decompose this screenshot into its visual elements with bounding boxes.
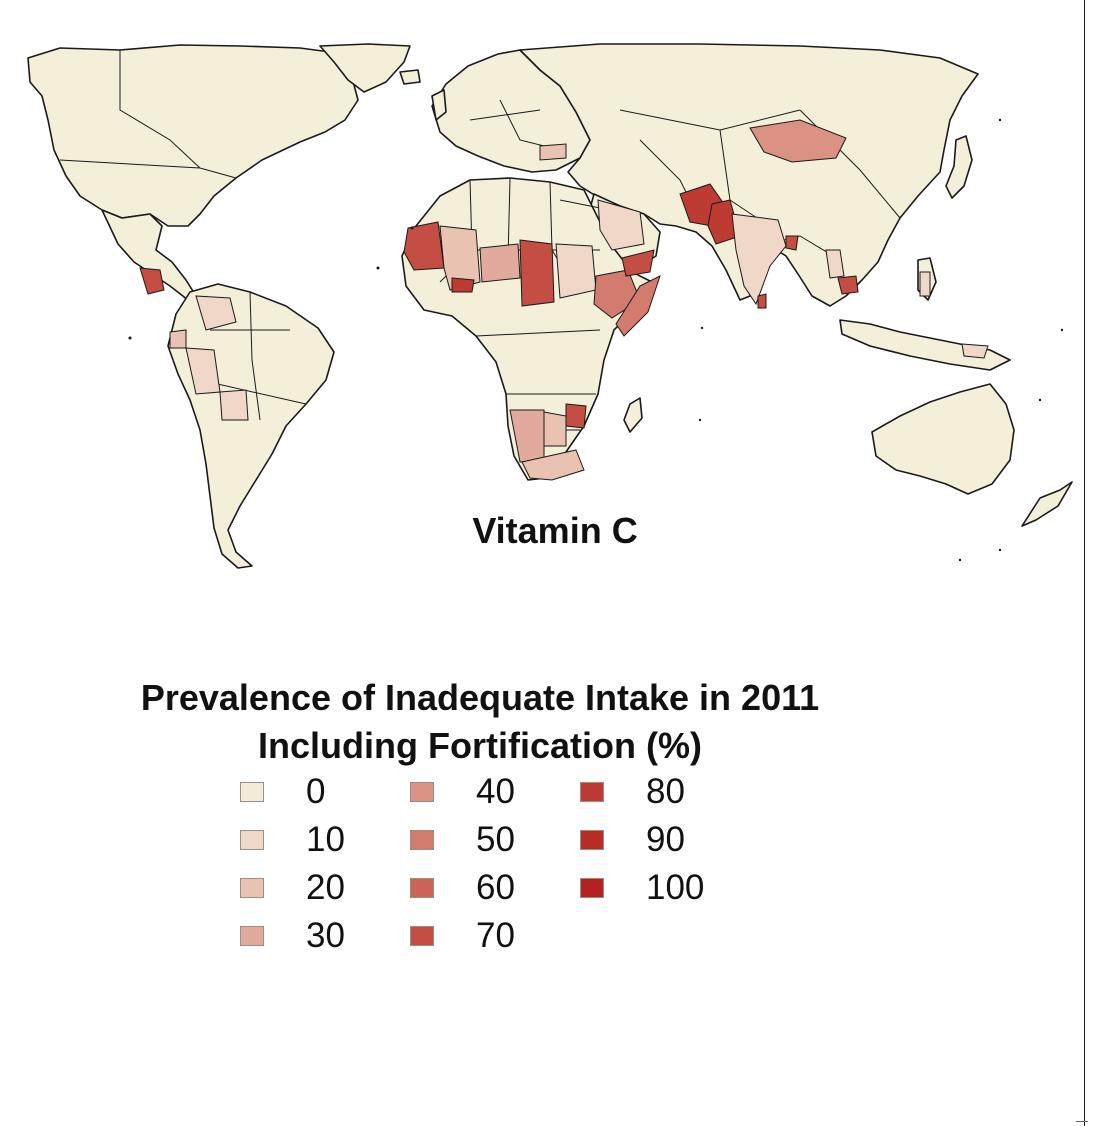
island-dots [128, 118, 1064, 562]
legend-label: 100 [646, 868, 705, 907]
region-india [731, 213, 787, 306]
land-base [27, 43, 1073, 569]
region-yemen [621, 249, 655, 277]
legend-swatch [580, 830, 604, 850]
region-niger [479, 243, 521, 283]
asia [519, 43, 979, 307]
legend-swatch [240, 926, 264, 946]
north-america [27, 44, 359, 227]
indonesia [839, 319, 1011, 371]
legend-swatch [580, 878, 604, 898]
region-south-africa [521, 449, 585, 481]
legend-swatch [410, 878, 434, 898]
region-colombia [195, 295, 237, 331]
region-burkina [451, 277, 475, 293]
legend-label: 20 [306, 868, 345, 907]
region-sri-lanka [757, 293, 767, 309]
region-chad [519, 239, 555, 307]
legend-label: 50 [476, 820, 515, 859]
iceland [399, 69, 421, 85]
shaded-regions [139, 119, 989, 481]
world-map [27, 43, 1073, 569]
region-botswana [543, 411, 567, 447]
legend-label: 90 [646, 820, 685, 859]
region-zimbabwe [565, 403, 587, 429]
legend-label: 30 [306, 916, 345, 955]
legend-swatch [410, 830, 434, 850]
legend-label: 70 [476, 916, 515, 955]
uk [431, 89, 447, 121]
frame-right-edge [1084, 0, 1085, 1126]
new-zealand [1021, 481, 1073, 527]
region-pakistan [707, 199, 741, 245]
legend-swatch [410, 782, 434, 802]
region-philippines-shade [919, 271, 931, 297]
legend-swatch [240, 878, 264, 898]
legend-label: 40 [476, 772, 515, 811]
region-somalia [615, 275, 661, 337]
region-ecuador [169, 329, 187, 349]
australia [871, 383, 1015, 495]
madagascar [623, 397, 643, 433]
region-cambodia [837, 275, 859, 295]
region-laos [825, 249, 845, 279]
region-saudi [597, 199, 645, 251]
frame-corner-tick [1076, 1121, 1088, 1122]
legend-label: 60 [476, 868, 515, 907]
legend-label: 10 [306, 820, 345, 859]
map-title: Vitamin C [472, 510, 638, 551]
region-mauritania [403, 221, 445, 271]
region-guatemala [139, 267, 165, 295]
legend-swatch [240, 782, 264, 802]
legend-label: 0 [306, 772, 326, 811]
greenland [319, 43, 411, 93]
region-timor [961, 343, 989, 359]
japan [945, 135, 973, 199]
legend-swatch [240, 830, 264, 850]
central-america [101, 209, 197, 301]
legend-swatch [580, 782, 604, 802]
region-bolivia [219, 389, 249, 421]
region-bangladesh [785, 235, 799, 251]
region-turkey-bal [539, 143, 567, 161]
legend-title-line1: Prevalence of Inadequate Intake in 2011 [140, 677, 820, 718]
legend-swatch [410, 926, 434, 946]
region-sudan [555, 243, 597, 299]
region-mongolia [749, 119, 847, 163]
legend-title-line2: Including Fortification (%) [258, 725, 702, 766]
legend-label: 80 [646, 772, 685, 811]
